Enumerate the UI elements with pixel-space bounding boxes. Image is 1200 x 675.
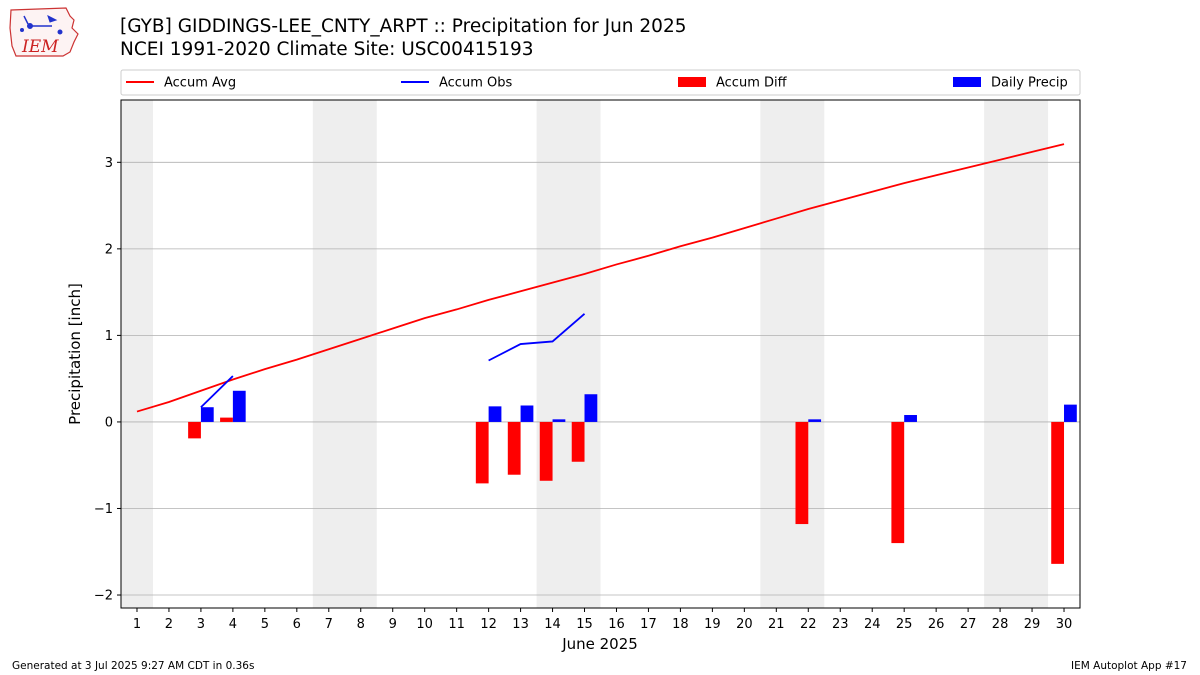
- x-tick-label: 11: [448, 617, 465, 632]
- diff-bar-day-30: [1051, 421, 1065, 564]
- x-tick-label: 4: [229, 617, 237, 632]
- gridlines: [121, 161, 1080, 596]
- x-tick-label: 1: [133, 617, 141, 632]
- app-label: IEM Autoplot App #17: [1071, 660, 1187, 672]
- x-tick-label: 24: [864, 617, 881, 632]
- diff-bar-day-14: [539, 421, 553, 481]
- chart-title: [GYB] GIDDINGS-LEE_CNTY_ARPT :: Precipit…: [120, 16, 687, 37]
- x-tick-label: 18: [672, 617, 689, 632]
- x-tick-label: 7: [325, 617, 333, 632]
- x-tick-label: 30: [1056, 617, 1073, 632]
- weekend-shade-0: [121, 100, 153, 608]
- x-tick-label: 19: [704, 617, 721, 632]
- diff-bar-day-13: [507, 421, 521, 475]
- x-tick-label: 17: [640, 617, 657, 632]
- diff-bar-day-25: [891, 421, 905, 544]
- x-tick-label: 15: [576, 617, 593, 632]
- weekend-shade-4: [984, 100, 1049, 608]
- generated-timestamp: Generated at 3 Jul 2025 9:27 AM CDT in 0…: [12, 660, 255, 672]
- weekend-shading: [121, 100, 1049, 608]
- y-tick-label: −1: [94, 502, 113, 517]
- iem-logo: IEM: [9, 7, 79, 57]
- daily-bar-day-25: [904, 415, 917, 422]
- weather-station-icon: [20, 15, 63, 35]
- diff-bar-day-4: [220, 417, 233, 422]
- x-tick-label: 9: [389, 617, 397, 632]
- x-tick-label: 29: [1024, 617, 1041, 632]
- x-tick-label: 23: [832, 617, 849, 632]
- x-tick-label: 27: [960, 617, 977, 632]
- daily-bar-day-15: [584, 394, 598, 422]
- chart-subtitle: NCEI 1991-2020 Climate Site: USC00415193: [120, 39, 534, 60]
- y-axis: −2 −1 0 1 2 3: [94, 156, 121, 604]
- iowa-outline-icon: [9, 7, 79, 57]
- x-tick-label: 28: [992, 617, 1009, 632]
- x-tick-label: 8: [357, 617, 365, 632]
- legend-swatch-2: [678, 77, 706, 87]
- diff-bar-day-22: [795, 421, 809, 525]
- diff-bar-day-15: [571, 421, 585, 462]
- y-tick-label: 2: [105, 242, 113, 257]
- weekend-shade-2: [536, 100, 601, 608]
- legend-label-0: Accum Avg: [164, 76, 236, 91]
- legend-label-3: Daily Precip: [991, 76, 1068, 91]
- accum-obs-line-1: [488, 313, 586, 362]
- logo-text: IEM: [21, 37, 59, 57]
- daily-bar-day-12: [488, 406, 502, 422]
- y-tick-label: 0: [105, 415, 113, 430]
- x-tick-label: 16: [608, 617, 625, 632]
- daily-bar-day-14: [552, 419, 566, 422]
- x-tick-label: 25: [896, 617, 913, 632]
- y-tick-label: −2: [94, 589, 113, 604]
- x-tick-label: 10: [416, 617, 433, 632]
- y-tick-label: 3: [105, 156, 113, 171]
- x-tick-label: 22: [800, 617, 817, 632]
- x-tick-label: 2: [165, 617, 173, 632]
- daily-bar-day-3: [200, 407, 214, 422]
- x-tick-label: 3: [197, 617, 205, 632]
- accum-avg-line: [136, 143, 1065, 413]
- x-tick-label: 13: [512, 617, 529, 632]
- daily-bar-day-22: [808, 419, 822, 422]
- x-tick-label: 6: [293, 617, 301, 632]
- x-axis-label: June 2025: [561, 635, 638, 653]
- bars: [188, 390, 1077, 564]
- x-tick-label: 12: [480, 617, 497, 632]
- weekend-shade-3: [760, 100, 825, 608]
- plot-frame: [120, 99, 1081, 609]
- legend-swatch-3: [953, 77, 981, 87]
- x-tick-label: 14: [544, 617, 561, 632]
- x-tick-label: 20: [736, 617, 753, 632]
- x-axis: 1 2 3 4 5 6 7 8 9 10 11 12 13 14 15 16 17 18 19 20 21 22 23 24 2…: [133, 608, 1072, 632]
- diff-bar-day-12: [475, 421, 489, 484]
- accum-obs-line-0: [200, 375, 234, 408]
- legend-frame: [120, 69, 1081, 96]
- x-tick-label: 21: [768, 617, 785, 632]
- daily-bar-day-13: [520, 405, 534, 422]
- y-tick-label: 1: [105, 329, 113, 344]
- legend-label-1: Accum Obs: [439, 76, 512, 91]
- y-axis-label: Precipitation [inch]: [66, 283, 84, 425]
- legend-label-2: Accum Diff: [716, 76, 788, 91]
- legend: Accum Avg Accum Obs Accum Diff Daily Precip: [120, 69, 1081, 96]
- x-tick-label: 26: [928, 617, 945, 632]
- weekend-shade-1: [312, 100, 377, 608]
- diff-bar-day-3: [188, 421, 201, 439]
- x-tick-label: 5: [261, 617, 269, 632]
- daily-bar-day-30: [1064, 404, 1077, 422]
- daily-bar-day-4: [232, 390, 246, 422]
- lines: [136, 143, 1065, 413]
